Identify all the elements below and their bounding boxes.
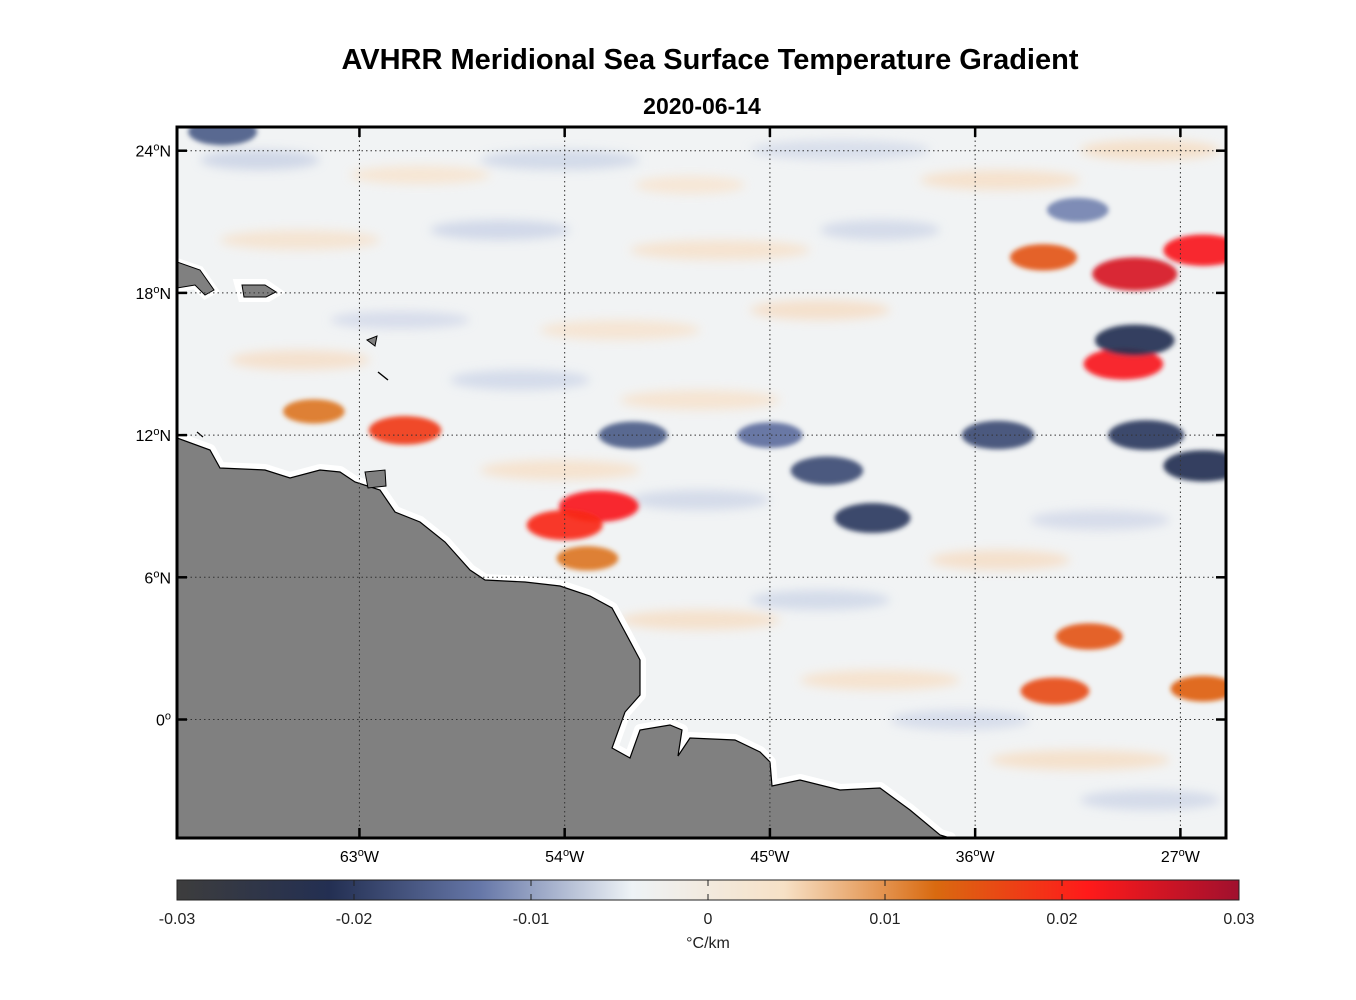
- x-tick-label-2: 45oW: [750, 847, 790, 866]
- colorbar: -0.03 -0.02 -0.01 0 0.01 0.02 0.03 °C/km: [159, 879, 1255, 952]
- x-tick-labels: 63oW 54oW 45oW 36oW 27oW: [340, 847, 1201, 866]
- gradient-feature-1: [283, 399, 345, 424]
- gradient-feature-0: [368, 416, 442, 445]
- x-tick-label-4: 27oW: [1161, 847, 1201, 866]
- y-tick-label-0: 24oN: [136, 142, 171, 161]
- gradient-feature-18: [598, 421, 668, 449]
- gradient-feature-8: [1010, 244, 1078, 271]
- island-martinique: [377, 371, 389, 381]
- x-tick-label-1: 54oW: [545, 847, 585, 866]
- gradient-feature-3: [526, 510, 603, 541]
- colorbar-tick-label-0: -0.03: [159, 911, 196, 928]
- island-grenada: [196, 431, 204, 438]
- y-tick-label-4: 0o: [156, 711, 171, 730]
- gradient-feature-17: [961, 420, 1035, 450]
- south-america-landmass: [177, 437, 951, 838]
- x-tick-label-0: 63oW: [340, 847, 380, 866]
- gridlines: [177, 127, 1226, 838]
- gradient-feature-10: [1020, 677, 1090, 705]
- map-frame: [175, 125, 1228, 840]
- colorbar-tick-label-2: -0.01: [513, 911, 550, 928]
- gradient-feature-12: [1094, 324, 1175, 356]
- island-trinidad: [364, 469, 387, 489]
- colorbar-label: °C/km: [686, 935, 730, 952]
- gradient-feature-13: [1108, 420, 1185, 451]
- gradient-feature-15: [834, 503, 911, 534]
- gradient-feature-16: [790, 456, 864, 485]
- island-guadeloupe: [365, 335, 378, 347]
- gradient-feature-21: [1046, 197, 1109, 223]
- chart-title: AVHRR Meridional Sea Surface Temperature…: [341, 44, 1079, 76]
- colorbar-tick-label-5: 0.02: [1046, 911, 1077, 928]
- sst-gradient-features: [188, 127, 1226, 705]
- island-puerto-rico: [241, 284, 278, 298]
- y-tick-label-2: 12oN: [136, 426, 171, 445]
- island-hispaniola: [177, 261, 215, 296]
- colorbar-ticks: -0.03 -0.02 -0.01 0 0.01 0.02 0.03: [159, 880, 1255, 928]
- chart-subtitle: 2020-06-14: [643, 93, 761, 119]
- gradient-feature-11: [1170, 675, 1226, 702]
- gradient-feature-9: [1055, 623, 1123, 650]
- colorbar-tick-label-6: 0.03: [1223, 911, 1254, 928]
- gradient-feature-20: [188, 127, 257, 146]
- gradient-feature-7: [1163, 234, 1226, 266]
- x-tick-label-3: 36oW: [956, 847, 996, 866]
- y-tick-label-3: 6oN: [144, 568, 171, 587]
- gradient-feature-5: [1092, 257, 1178, 291]
- map-plot-area: [177, 127, 1226, 838]
- gradient-feature-19: [737, 422, 803, 448]
- colorbar-tick-label-1: -0.02: [336, 911, 373, 928]
- colorbar-tick-label-3: 0: [704, 911, 713, 928]
- y-tick-label-1: 18oN: [136, 284, 171, 303]
- gradient-feature-4: [556, 546, 619, 571]
- gradient-feature-6: [1083, 348, 1164, 380]
- gradient-feature-14: [1163, 450, 1226, 482]
- land-layer: [177, 257, 956, 838]
- tick-marks: [177, 127, 1226, 838]
- y-tick-labels: 24oN 18oN 12oN 6oN 0o: [136, 142, 171, 730]
- background-texture: [200, 140, 1220, 810]
- colorbar-tick-label-4: 0.01: [869, 911, 900, 928]
